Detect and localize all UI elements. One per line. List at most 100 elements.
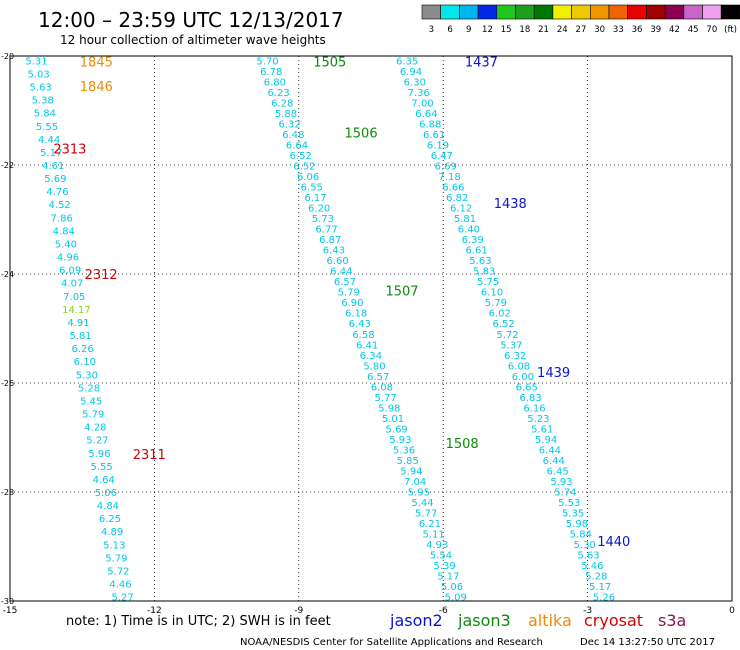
swh-value: 5.79 — [485, 298, 507, 309]
swh-value: 5.30 — [574, 540, 596, 551]
swh-value: 5.72 — [496, 330, 518, 341]
scale-label: 18 — [519, 25, 530, 35]
pass-label: 1507 — [385, 284, 418, 299]
pass-label: 1438 — [494, 197, 527, 212]
swh-value: 5.40 — [55, 239, 77, 250]
swh-value: 5.70 — [256, 56, 278, 67]
swh-value: 6.43 — [323, 246, 345, 257]
scale-swatch — [702, 4, 722, 20]
swh-value: 7.18 — [438, 172, 460, 183]
swh-value: 6.02 — [489, 309, 511, 320]
swh-value: 6.25 — [99, 514, 121, 525]
scale-swatch — [496, 4, 516, 20]
scale-label: 42 — [669, 25, 680, 35]
swh-value: 7.05 — [63, 292, 85, 303]
swh-value: 5.06 — [441, 582, 463, 593]
pass-label: 1440 — [597, 535, 630, 550]
swh-value: 4.64 — [93, 475, 115, 486]
swh-value: 6.06 — [297, 172, 319, 183]
swh-value: 4.84 — [53, 226, 75, 237]
swh-value: 6.18 — [345, 309, 367, 320]
swh-value: 6.32 — [279, 119, 301, 130]
swh-value: 6.52 — [290, 151, 312, 162]
swh-value: 7.00 — [411, 98, 433, 109]
swh-value: 7.36 — [408, 88, 430, 99]
scale-label: 36 — [632, 25, 643, 35]
x-tick-label: -15 — [3, 606, 18, 616]
swh-value: 5.81 — [69, 331, 91, 342]
y-tick-label: -28 — [1, 488, 14, 497]
swh-value: 6.16 — [523, 403, 545, 414]
swh-value: 6.21 — [419, 519, 441, 530]
scale-label: 15 — [501, 25, 512, 35]
swh-value: 6.30 — [404, 77, 426, 88]
swh-value: 6.94 — [400, 67, 422, 78]
swh-value: 5.28 — [78, 383, 100, 394]
swh-value: 5.17 — [437, 572, 459, 583]
swh-value: 6.64 — [415, 109, 437, 120]
swh-value: 5.09 — [445, 593, 467, 604]
swh-value: 5.79 — [338, 288, 360, 299]
scale-swatch — [664, 4, 685, 20]
scale-swatch — [515, 4, 535, 20]
scale-label: 6 — [447, 25, 452, 35]
swh-value: 4.89 — [101, 527, 123, 538]
swh-value: 5.85 — [397, 456, 419, 467]
swh-value: 5.27 — [111, 593, 133, 604]
scale-label: 70 — [706, 25, 717, 35]
swh-value: 5.55 — [36, 122, 58, 133]
swh-value: 5.63 — [577, 551, 599, 562]
swh-value: 5.45 — [80, 396, 102, 407]
swh-value: 4.96 — [57, 253, 79, 264]
legend-s3a: s3a — [658, 611, 686, 630]
swh-value: 6.80 — [264, 77, 286, 88]
swh-value: 6.26 — [72, 344, 94, 355]
scale-swatch — [459, 4, 479, 20]
swh-value: 6.44 — [539, 445, 561, 456]
swh-value: 14.17 — [62, 305, 91, 316]
satellite-legend: jason2 jason3 altika cryosat s3a — [389, 611, 686, 630]
swh-value: 6.08 — [508, 361, 530, 372]
swh-value: 5.93 — [389, 435, 411, 446]
swh-value: 5.72 — [107, 566, 129, 577]
swh-value: 5.88 — [275, 109, 297, 120]
plot-grid — [10, 56, 732, 601]
swh-value: 6.10 — [74, 357, 96, 368]
swh-value: 5.28 — [585, 572, 607, 583]
swh-value: 5.13 — [103, 540, 125, 551]
scale-label: 27 — [576, 25, 587, 35]
swh-value: 4.52 — [48, 200, 70, 211]
swh-value: 5.63 — [30, 83, 52, 94]
swh-value: 5.30 — [76, 370, 98, 381]
swh-value: 6.60 — [326, 256, 348, 267]
swh-value: 5.98 — [566, 519, 588, 530]
swh-value: 6.66 — [442, 183, 464, 194]
x-tick-label: -6 — [439, 606, 448, 616]
swh-value: 6.45 — [547, 466, 569, 477]
pass-label: 1508 — [446, 437, 479, 452]
swh-value: 5.80 — [363, 361, 385, 372]
scale-label: 21 — [538, 25, 549, 35]
swh-value: 5.83 — [473, 267, 495, 278]
plot-frame — [9, 55, 733, 602]
swh-value: 5.74 — [554, 487, 576, 498]
swh-value: 5.84 — [34, 109, 56, 120]
swh-value: 6.43 — [349, 319, 371, 330]
pass-label: 1846 — [80, 80, 113, 95]
scale-label: 33 — [613, 25, 624, 35]
swh-value: 6.77 — [315, 225, 337, 236]
swh-value: 6.88 — [419, 119, 441, 130]
swh-value: 5.75 — [477, 277, 499, 288]
scale-swatch — [720, 4, 740, 20]
swh-value: 6.55 — [301, 183, 323, 194]
x-tick-label: -9 — [294, 606, 303, 616]
swh-value: 6.23 — [267, 88, 289, 99]
swh-value: 5.03 — [27, 69, 49, 80]
swh-value: 5.38 — [32, 96, 54, 107]
swh-values: 5.31 5.03 5.63 5.38 5.84 5.55 4.44 5.17 4.61 5.69… — [25, 56, 615, 603]
axis-tick-labels: -15 -12 -9 -6 -3 0-20-22-24-26-28-30 — [1, 52, 735, 616]
swh-value: 5.31 — [25, 56, 47, 67]
swh-value: 6.52 — [293, 162, 315, 173]
legend-jason3: jason3 — [457, 611, 511, 630]
swh-value: 6.44 — [543, 456, 565, 467]
